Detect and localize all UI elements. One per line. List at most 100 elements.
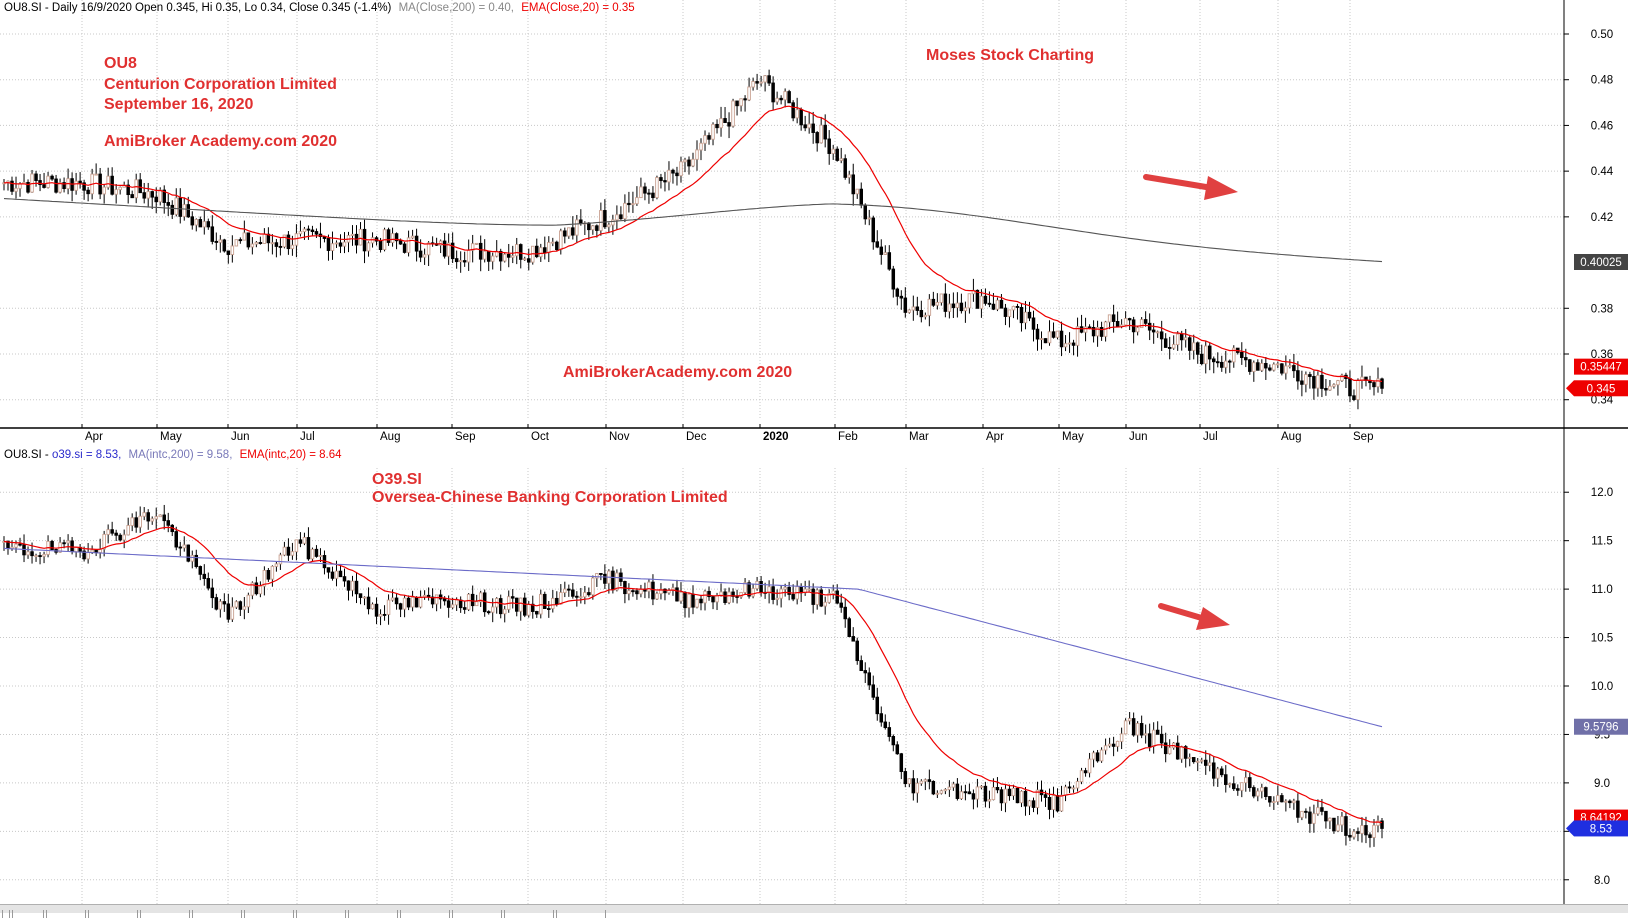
candle-body — [1187, 757, 1192, 759]
candle-body — [547, 608, 551, 610]
candle-body — [1248, 359, 1252, 372]
candle-body — [719, 118, 723, 129]
candle-body — [490, 255, 495, 262]
candle-body — [458, 260, 463, 263]
candle-body — [1075, 326, 1080, 346]
candle-body — [575, 595, 579, 598]
candle-body — [1312, 813, 1316, 824]
candle-body — [514, 244, 519, 257]
candle-body — [310, 229, 315, 233]
candle-body — [458, 599, 463, 609]
candle-body — [871, 217, 876, 243]
candle-body — [1179, 333, 1184, 341]
candle-body — [659, 177, 663, 182]
candle-body — [1139, 319, 1144, 329]
annotation-ticker: OU8 — [104, 55, 137, 72]
candle-body — [675, 172, 679, 177]
candle-body — [1252, 787, 1256, 797]
candle-body — [599, 573, 603, 575]
candle-body — [166, 520, 170, 526]
candle-body — [783, 91, 787, 101]
candle-body — [931, 298, 936, 306]
candle-body — [627, 590, 631, 595]
candle-body — [875, 241, 880, 248]
candle-body — [623, 202, 627, 220]
candle-body — [338, 570, 343, 578]
candle-body — [382, 613, 387, 616]
candle-body — [963, 307, 968, 312]
candle-body — [230, 245, 235, 255]
candle-body — [707, 590, 711, 598]
candle-body — [1260, 362, 1264, 371]
candle-body — [1167, 346, 1172, 349]
candle-body — [114, 189, 118, 195]
candle-body — [875, 696, 880, 715]
candle-body — [1035, 789, 1040, 808]
candle-body — [86, 551, 90, 560]
candle-body — [783, 586, 787, 590]
candle-body — [531, 603, 535, 612]
candle-body — [366, 242, 371, 252]
candle-body — [959, 791, 964, 799]
top-pane-grid — [0, 0, 1564, 418]
candle-body — [30, 551, 34, 557]
candle-body — [679, 591, 683, 602]
candle-body — [58, 182, 62, 193]
candle-body — [671, 169, 675, 174]
candle-body — [1027, 311, 1032, 319]
candle-body — [1356, 380, 1360, 400]
candle-body — [378, 613, 383, 617]
candle-body — [827, 138, 831, 154]
candle-body — [102, 186, 106, 195]
candle-body — [603, 210, 607, 228]
candle-body — [1224, 774, 1228, 785]
candle-body — [799, 586, 803, 594]
close-price-tag: 0.345 — [1566, 380, 1628, 397]
bottom-header-ma: MA(intc,200) = 9.58, — [129, 449, 233, 461]
candle-body — [386, 229, 391, 243]
candle-body — [102, 533, 106, 550]
candle-body — [50, 540, 54, 550]
candle-body — [106, 175, 110, 188]
x-tick-label: Sep — [1353, 431, 1373, 443]
candle-body — [170, 204, 174, 215]
candle-body — [519, 244, 523, 260]
candle-body — [767, 586, 771, 594]
candle-body — [162, 189, 166, 203]
candle-body — [198, 566, 203, 575]
candle-body — [266, 570, 271, 580]
candle-body — [218, 239, 223, 243]
candle-body — [971, 793, 976, 800]
bottom-pane-header: OU8.SI - o39.si = 8.53, MA(intc,200) = 9… — [4, 449, 342, 461]
candle-body — [1003, 788, 1008, 804]
bottom-header-close: o39.si = 8.53, — [52, 449, 121, 461]
candle-body — [1224, 360, 1228, 368]
ma-price-tag: 9.5796 — [1574, 718, 1628, 735]
candle-body — [1155, 331, 1160, 334]
candle-body — [1216, 361, 1220, 364]
candle-body — [639, 588, 643, 595]
candle-body — [190, 554, 195, 562]
candle-body — [895, 744, 900, 755]
candle-body — [963, 791, 968, 794]
candle-body — [915, 782, 920, 794]
candle-body — [691, 593, 695, 608]
candle-body — [675, 587, 679, 602]
candle-body — [951, 783, 956, 788]
candle-body — [1151, 729, 1156, 747]
candle-body — [595, 225, 599, 231]
candle-body — [1252, 362, 1256, 372]
candle-body — [410, 235, 415, 239]
candle-body — [1019, 307, 1024, 324]
candle-body — [270, 565, 275, 580]
candle-body — [1163, 742, 1168, 755]
candle-body — [859, 660, 863, 672]
candle-body — [1063, 343, 1068, 348]
candle-body — [635, 197, 639, 205]
candle-body — [450, 604, 455, 608]
chart-canvas[interactable]: 0.50 0.48 0.46 0.44 0.42 0.38 0.36 0.34 12.0 11.… — [0, 0, 1628, 904]
candle-body — [871, 684, 876, 698]
candle-body — [771, 82, 775, 103]
candle-body — [1195, 760, 1200, 763]
candle-body — [306, 537, 311, 560]
